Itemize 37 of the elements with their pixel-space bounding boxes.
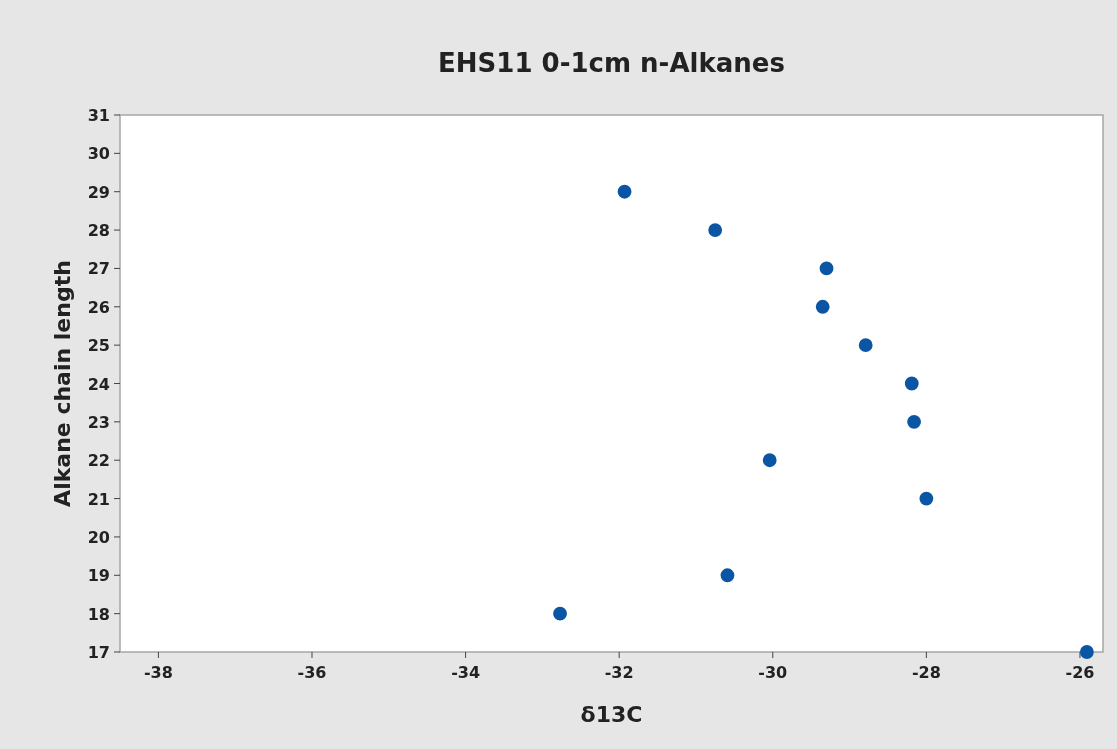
y-tick-label: 18 [87,604,110,624]
point [819,261,834,276]
y-tick-label: 25 [87,336,110,356]
y-tick-label: 27 [87,259,110,279]
x-tick-label: -26 [1065,663,1095,682]
point [904,376,919,391]
x-tick-label: -32 [604,663,634,682]
x-axis-title: δ13C [580,702,643,727]
point [815,299,830,314]
y-tick-label: 19 [87,566,110,586]
point [1079,645,1094,659]
y-tick-label: 17 [87,643,110,662]
y-tick-label: 23 [87,412,110,432]
x-tick-label: -30 [758,663,788,682]
y-tick-label: 24 [87,374,110,394]
x-tick-label: -28 [911,663,941,682]
y-tick-label: 26 [87,297,110,317]
y-axis-title: Alkane chain length [50,260,75,507]
point [617,184,632,199]
point [553,606,567,621]
y-tick-label: 28 [87,221,110,241]
y-tick-label: 29 [87,182,110,202]
y-tick-label: 22 [87,451,110,471]
y-tick-label: 30 [87,144,110,164]
y-tick-label: 31 [87,106,110,125]
x-tick-label: -36 [297,663,327,682]
x-tick-label: -34 [451,663,481,682]
point [919,491,934,506]
point [762,453,777,468]
chart-title: EHS11 0-1cm n-Alkanes [438,48,785,78]
point [720,568,735,583]
y-tick-label: 21 [87,489,110,509]
point [858,338,873,353]
x-tick-label: -38 [143,663,173,682]
y-tick-label: 20 [87,527,110,547]
point [708,223,723,237]
point [907,414,921,429]
